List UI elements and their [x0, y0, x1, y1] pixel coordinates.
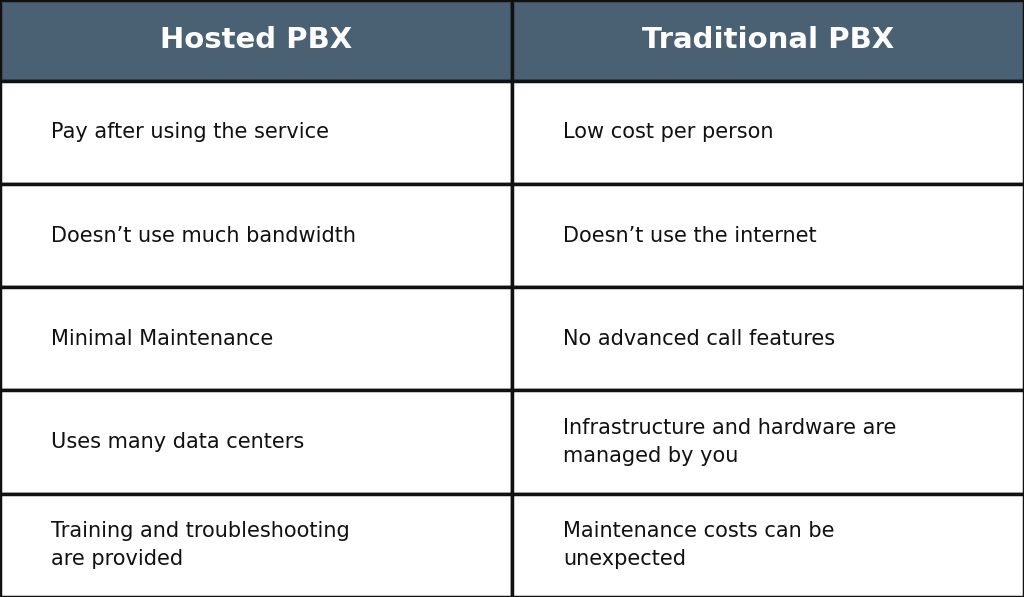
FancyBboxPatch shape	[0, 390, 512, 494]
Text: Doesn’t use the internet: Doesn’t use the internet	[563, 226, 817, 245]
FancyBboxPatch shape	[0, 494, 512, 597]
Text: Uses many data centers: Uses many data centers	[51, 432, 304, 452]
Text: Minimal Maintenance: Minimal Maintenance	[51, 329, 273, 349]
FancyBboxPatch shape	[512, 287, 1024, 390]
Text: No advanced call features: No advanced call features	[563, 329, 836, 349]
Text: Pay after using the service: Pay after using the service	[51, 122, 329, 142]
Text: Low cost per person: Low cost per person	[563, 122, 774, 142]
Text: Traditional PBX: Traditional PBX	[642, 26, 894, 54]
FancyBboxPatch shape	[512, 81, 1024, 184]
Text: Maintenance costs can be
unexpected: Maintenance costs can be unexpected	[563, 521, 835, 570]
FancyBboxPatch shape	[512, 494, 1024, 597]
FancyBboxPatch shape	[0, 81, 512, 184]
FancyBboxPatch shape	[512, 0, 1024, 81]
Text: Training and troubleshooting
are provided: Training and troubleshooting are provide…	[51, 521, 350, 570]
Text: Infrastructure and hardware are
managed by you: Infrastructure and hardware are managed …	[563, 418, 897, 466]
FancyBboxPatch shape	[512, 184, 1024, 287]
FancyBboxPatch shape	[0, 0, 512, 81]
FancyBboxPatch shape	[512, 390, 1024, 494]
FancyBboxPatch shape	[0, 287, 512, 390]
Text: Doesn’t use much bandwidth: Doesn’t use much bandwidth	[51, 226, 356, 245]
FancyBboxPatch shape	[0, 184, 512, 287]
Text: Hosted PBX: Hosted PBX	[160, 26, 352, 54]
